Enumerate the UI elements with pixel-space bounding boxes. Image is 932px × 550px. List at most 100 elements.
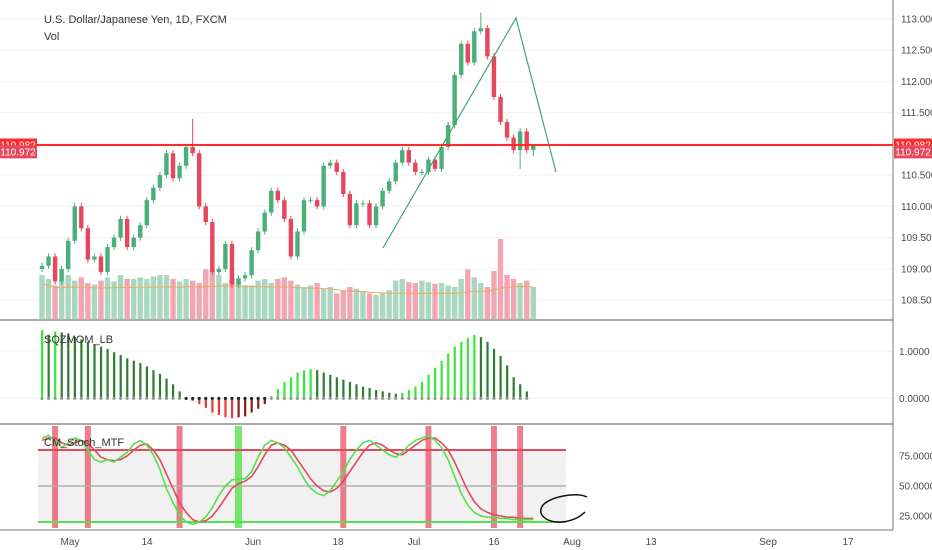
squeeze-bar [119,355,122,399]
squeeze-bar [394,393,397,399]
squeeze-bar [139,363,142,399]
squeeze-zero-dot [446,396,450,401]
time-tick-label: 16 [488,537,500,548]
squeeze-bar [368,388,371,399]
candle-body [138,225,143,238]
squeeze-momentum-pane[interactable]: SQZMOM_LB [0,330,893,419]
price-tick-label: 108.500 [901,296,932,307]
candle [386,178,392,194]
volume-bar [235,281,242,319]
candle [472,28,477,66]
candle [406,146,411,166]
volume-bar [222,283,229,319]
chart-title: U.S. Dollar/Japanese Yen, 1D, FXCM [44,14,227,26]
volume-bar [150,276,157,319]
candle [59,265,64,285]
squeeze-bar [224,398,227,418]
trend-line[interactable] [382,16,557,249]
squeeze-zero-dot [381,396,385,401]
candle [105,243,110,276]
squeeze-zero-dot [459,396,463,401]
squeeze-bar [322,372,325,399]
candle-body [419,172,425,174]
squeeze-zero-dot [164,396,169,401]
hand-drawn-circle[interactable] [540,494,588,523]
candle [249,247,254,279]
squeeze-zero-dot [302,396,306,401]
candle-body [393,162,398,182]
squeeze-zero-dot [335,396,339,401]
price-pane[interactable]: U.S. Dollar/Japanese Yen, 1D, FXCM Vol [0,0,893,319]
squeeze-bar [178,391,181,399]
candle [98,253,104,276]
squeeze-bar [67,333,70,399]
volume-bar [98,280,104,319]
candle-body [400,150,405,163]
squeeze-bar [361,386,365,399]
candle [511,134,516,154]
candle [498,93,503,126]
squeeze-bar [276,389,279,399]
candle-body [511,137,516,151]
volume-bar [58,280,65,319]
volume-bar [386,290,392,319]
candle [295,228,300,260]
squeeze-bar [512,377,515,399]
volume-bar [104,277,111,319]
squeeze-bar [407,389,410,399]
candle [124,215,130,251]
candle [85,225,91,263]
candle [314,197,320,210]
squeeze-bar [283,381,286,399]
candle [203,203,208,226]
squeeze-zero-dot [138,396,142,401]
squeeze-bar [86,341,90,399]
candle [52,253,58,285]
time-tick-label: Jun [245,537,261,548]
volume-bar [85,283,91,319]
candle [131,234,136,251]
volume-bar [294,284,301,319]
squeeze-bar [309,369,312,399]
volume-bar [78,277,84,319]
squeeze-bar [230,398,234,419]
candle-body [269,190,274,213]
candle [419,168,425,176]
candle-body [118,218,123,238]
squeeze-bar [152,370,155,399]
price-axis-bg [893,0,932,530]
stochastic-tick-label: 75.0000 [899,452,932,463]
squeeze-bar [427,374,430,399]
volume-bar [347,287,353,319]
volume-bar [353,288,360,319]
squeeze-zero-dot [112,396,116,401]
candle-body [131,237,136,248]
squeeze-zero-dot [505,396,509,401]
candle [262,209,267,235]
squeeze-bar [335,377,338,399]
squeeze-zero-dot [217,396,221,401]
candle-body [262,212,267,232]
volume-bar [419,280,425,319]
squeeze-zero-dot [479,396,483,401]
squeeze-bar [473,334,476,399]
volume-ma-line [41,283,534,294]
volume-label: Vol [44,31,59,43]
volume-bar [458,279,464,319]
squeeze-zero-dot [132,396,136,401]
candle-body [157,175,163,188]
volume-bar [157,275,163,319]
candle-body [301,200,307,232]
candle [341,168,346,198]
stochastic-pane[interactable]: CM_Stoch_MTF [38,426,588,528]
squeeze-bar [486,341,489,399]
squeeze-zero-dot [105,396,110,401]
volume-bar [478,283,484,319]
squeeze-bar [257,398,260,409]
candle [524,128,529,154]
volume-bar [137,277,143,319]
stochastic-sell-signal [84,426,91,528]
volume-bar [242,285,248,319]
volume-bar [229,279,235,319]
price-tick-label: 110.000 [901,202,932,213]
